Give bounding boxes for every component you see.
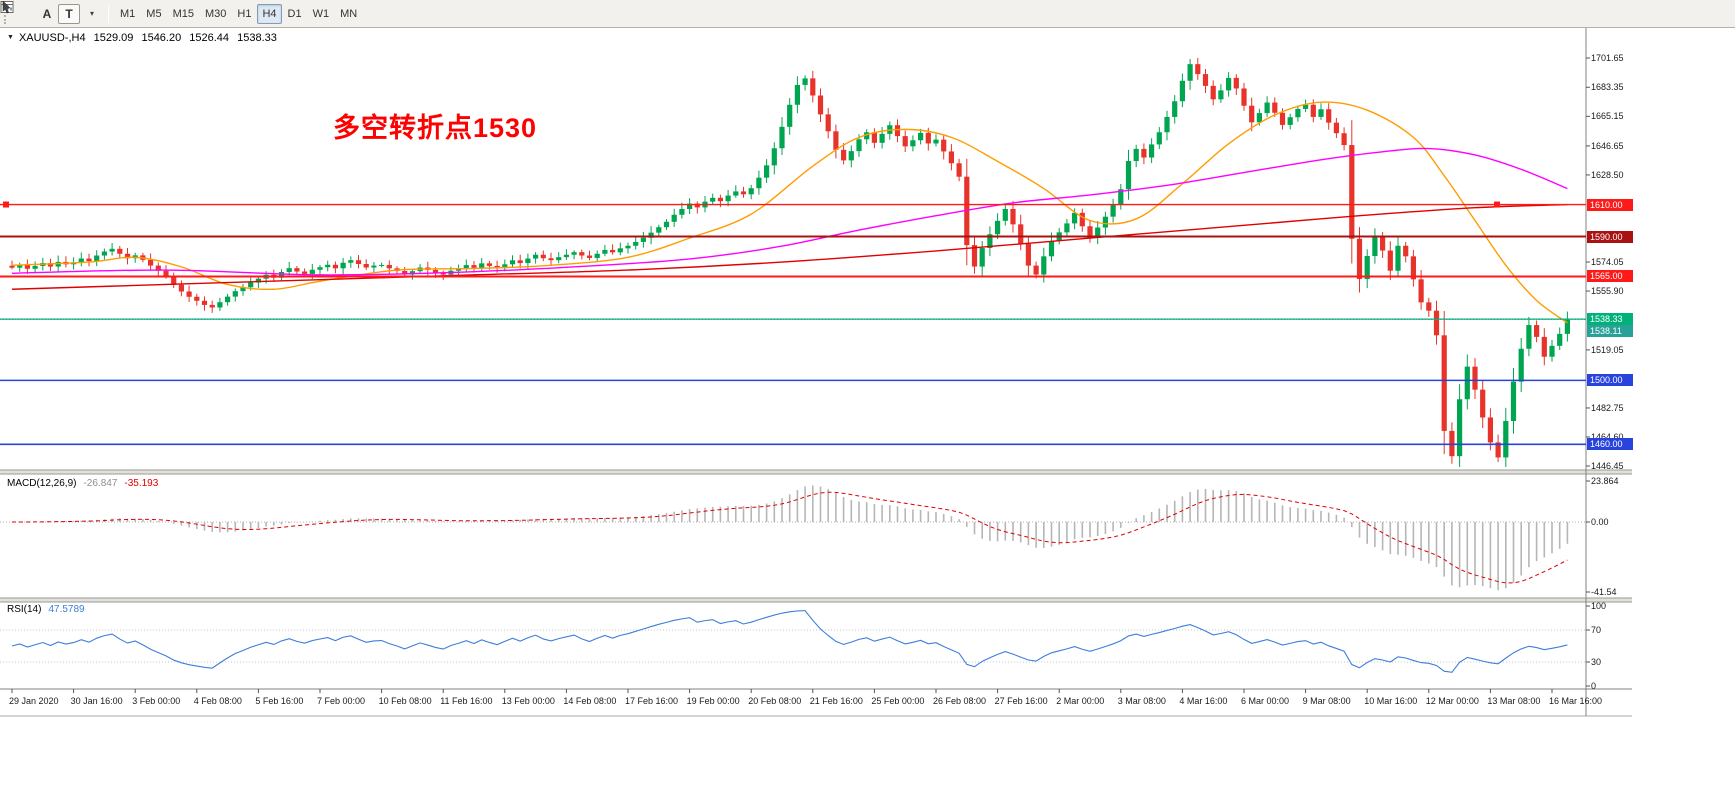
chart-annotation-text: 多空转折点1530	[333, 113, 538, 143]
price-marker-1565.00: 1565.00	[1587, 270, 1633, 283]
time-axis-label: 13 Feb 00:00	[501, 696, 555, 706]
time-axis-label: 12 Mar 00:00	[1425, 696, 1479, 706]
rsi-value: 47.5789	[48, 604, 85, 615]
time-axis-label: 27 Feb 16:00	[994, 696, 1048, 706]
time-axis-label: 13 Mar 08:00	[1487, 696, 1541, 706]
price-marker-1538.33: 1538.33	[1587, 313, 1633, 326]
price-marker-1590.00: 1590.00	[1587, 230, 1633, 243]
time-axis-label: 5 Feb 16:00	[255, 696, 304, 706]
time-axis-label: 4 Feb 08:00	[193, 696, 242, 706]
time-axis-label: 3 Feb 00:00	[132, 696, 181, 706]
ohlc-open: 1529.09	[93, 32, 134, 44]
price-tick-label: 1665.15	[1591, 111, 1624, 122]
time-axis-label: 7 Feb 00:00	[317, 696, 366, 706]
rsi-scale-label: 100	[1591, 601, 1607, 611]
rsi-scale-label: 30	[1591, 657, 1602, 667]
timeframe-button-h4[interactable]: H4	[257, 3, 282, 24]
macd-scale-label: 23.864	[1591, 476, 1619, 486]
price-tick-label: 1482.75	[1591, 402, 1624, 413]
ohlc-low: 1526.44	[189, 32, 230, 44]
chart-ohlc-header: ▼ XAUUSD-,H4 1529.09 1546.20 1526.44 1538…	[7, 32, 282, 44]
rsi-scale-label: 0	[1591, 681, 1597, 691]
hline-handle[interactable]	[1494, 201, 1500, 208]
macd-indicator-label: MACD(12,26,9) -26.847 -35.193	[7, 478, 165, 489]
macd-main-value: -26.847	[83, 478, 118, 489]
price-tick-label: 1574.05	[1591, 257, 1624, 267]
ma-slow-red	[11, 203, 1568, 290]
price-tick-label: 1555.90	[1591, 286, 1624, 297]
time-axis-label: 29 Jan 2020	[9, 696, 59, 706]
timeframe-button-m1[interactable]: M1	[115, 4, 140, 24]
price-tick-label: 1519.05	[1591, 344, 1624, 355]
chevron-down-icon: ▾	[89, 9, 94, 18]
rsi-name: RSI(14)	[7, 604, 42, 615]
timeframe-button-w1[interactable]: W1	[308, 4, 335, 24]
time-axis-label: 14 Feb 08:00	[563, 696, 617, 706]
time-axis-label: 16 Mar 16:00	[1549, 696, 1603, 706]
timeframe-button-m30[interactable]: M30	[200, 4, 231, 24]
macd-name: MACD(12,26,9)	[7, 478, 77, 489]
timeframe-group: M1 M5 M15 M30 H1 H4 D1 W1 MN	[115, 3, 362, 24]
time-axis-label: 10 Feb 08:00	[378, 696, 432, 706]
price-marker-1460.00: 1460.00	[1587, 438, 1633, 451]
text-tool-button[interactable]: T	[58, 3, 80, 24]
symbol-period-label: XAUUSD-,H4	[18, 32, 86, 44]
time-axis-label: 20 Feb 08:00	[748, 696, 802, 706]
time-axis-label: 30 Jan 16:00	[70, 696, 123, 706]
price-tick-label: 1646.65	[1591, 140, 1624, 151]
timeframe-button-m5[interactable]: M5	[141, 4, 166, 24]
toolbar-separator	[108, 4, 109, 23]
rsi-indicator-label: RSI(14) 47.5789	[7, 604, 92, 615]
timeframe-button-m15[interactable]: M15	[168, 4, 199, 24]
macd-signal-value: -35.193	[124, 478, 159, 489]
price-tick-label: 1446.45	[1591, 461, 1624, 471]
ma-mid-magenta	[11, 147, 1568, 276]
time-axis-label: 25 Feb 00:00	[871, 696, 925, 706]
price-tick-label: 1464.60	[1591, 431, 1624, 442]
ohlc-high: 1546.20	[141, 32, 182, 44]
cursor-tool-dropdown[interactable]: ▾	[2, 0, 102, 24]
macd-scale-label: -41.54	[1591, 587, 1617, 597]
price-marker-1538.11: 1538.11	[1587, 325, 1633, 338]
price-tick-label: 1701.65	[1591, 53, 1624, 63]
symbol-dropdown-icon[interactable]: ▼	[7, 34, 14, 41]
timeframe-button-mn[interactable]: MN	[335, 4, 362, 24]
price-tick-label: 1683.35	[1591, 82, 1624, 93]
hline-handle[interactable]	[3, 201, 9, 208]
time-axis-label: 21 Feb 16:00	[809, 696, 863, 706]
macd-signal-line	[11, 491, 1568, 584]
top-toolbar: A T ▾ M1 M5 M15 M30 H1 H4 D1 W1 MN	[0, 0, 1735, 28]
chart-window-icon[interactable]	[0, 1, 36, 24]
time-axis-label: 17 Feb 16:00	[625, 696, 679, 706]
time-axis-label: 9 Mar 08:00	[1302, 696, 1351, 706]
time-axis-label: 19 Feb 00:00	[686, 696, 740, 706]
time-axis-label: 6 Mar 00:00	[1241, 696, 1290, 706]
ohlc-close: 1538.33	[237, 32, 277, 44]
time-axis-label: 3 Mar 08:00	[1117, 696, 1166, 706]
cursor-icon	[2, 0, 11, 14]
time-axis-label: 2 Mar 00:00	[1056, 696, 1105, 706]
time-axis-label: 11 Feb 16:00	[440, 696, 493, 706]
price-tick-label: 1628.50	[1591, 169, 1624, 180]
time-axis-label: 26 Feb 08:00	[933, 696, 987, 706]
price-marker-1500.00: 1500.00	[1587, 374, 1633, 387]
timeframe-button-h1[interactable]: H1	[232, 4, 256, 24]
arrow-label-tool-button[interactable]: A	[36, 4, 58, 24]
macd-scale-label: 0.00	[1591, 517, 1609, 527]
time-axis-label: 10 Mar 16:00	[1364, 696, 1418, 706]
rsi-scale-label: 70	[1591, 625, 1602, 635]
toolbar-grip[interactable]	[4, 3, 10, 24]
time-axis-label: 4 Mar 16:00	[1179, 696, 1228, 706]
timeframe-button-d1[interactable]: D1	[283, 4, 307, 24]
rsi-line	[11, 610, 1568, 673]
ma-fast-orange	[11, 101, 1568, 324]
price-marker-1610.00: 1610.00	[1587, 198, 1633, 211]
